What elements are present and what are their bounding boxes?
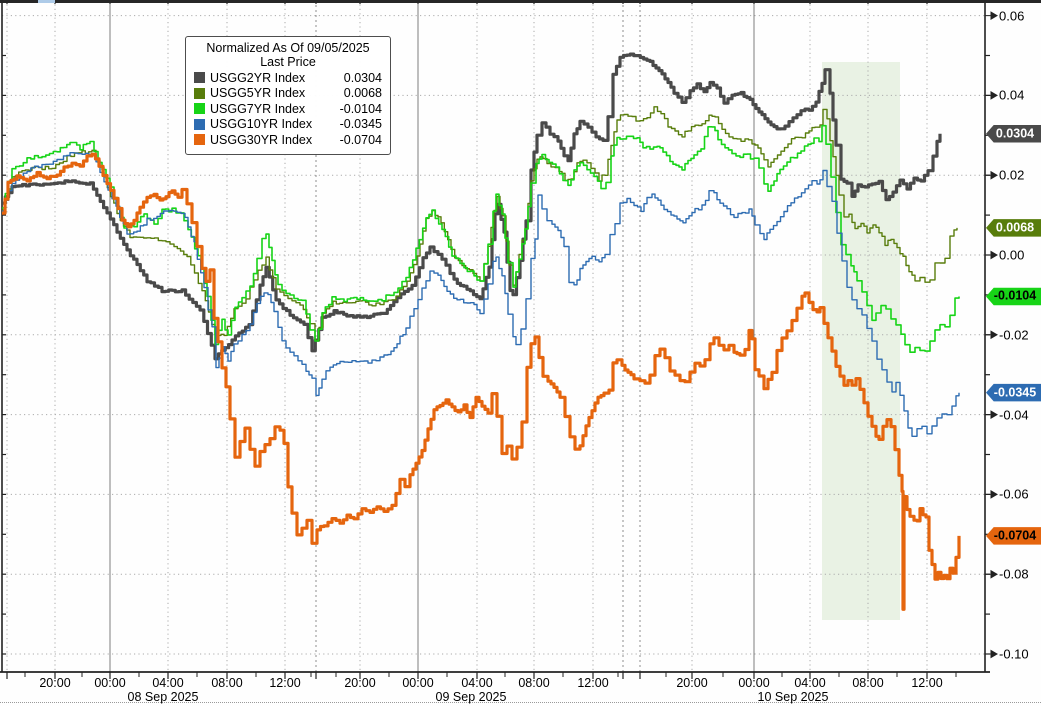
legend-series-name: USGG2YR Index (210, 70, 306, 85)
x-axis-hour-label: 04:00 (461, 676, 493, 690)
legend-swatch-icon (194, 134, 205, 146)
y-axis-tick-arrow (985, 11, 998, 20)
x-axis-hour-label: 08:00 (852, 676, 884, 690)
legend-swatch-icon (194, 118, 205, 130)
legend-item-usgg5yr[interactable]: USGG5YR Index 0.0068 (194, 86, 382, 102)
y-axis-tick-arrow (985, 250, 998, 260)
last-price-badge-usgg7yr: -0.0104 (986, 287, 1041, 306)
x-axis-hour-label: 20:00 (344, 676, 376, 690)
x-axis-hour-label: 04:00 (794, 676, 826, 690)
x-axis-hour-label: 00:00 (738, 676, 770, 690)
legend-series-value: 0.0068 (343, 86, 382, 101)
x-axis-hour-label: 00:00 (402, 676, 434, 690)
x-axis-hour-label: 08:00 (518, 676, 550, 690)
legend-subtitle: Last Price (260, 55, 316, 69)
legend-swatch-icon (194, 87, 205, 99)
legend-series-name: USGG7YR Index (210, 101, 306, 116)
y-axis-label: -0.10 (999, 646, 1029, 662)
x-axis-date-label: 10 Sep 2025 (757, 690, 829, 704)
legend-series-value: -0.0104 (339, 101, 382, 116)
y-axis-tick-arrow (985, 330, 998, 340)
series-line-usgg7yr (2, 124, 960, 353)
legend-item-usgg7yr[interactable]: USGG7YR Index -0.0104 (194, 101, 382, 117)
y-axis-tick-arrow (985, 91, 998, 100)
y-axis-label: 0.00 (999, 247, 1025, 263)
legend-item-usgg30yr[interactable]: USGG30YR Index -0.0704 (194, 132, 382, 148)
y-axis-label: -0.02 (999, 327, 1029, 343)
x-axis-hour-label: 20:00 (39, 676, 71, 690)
legend-series-name: USGG30YR Index (210, 132, 313, 147)
x-axis-hour-label: 04:00 (152, 676, 184, 690)
x-axis-hour-label: 12:00 (269, 676, 301, 690)
x-axis-hour-label: 08:00 (211, 676, 243, 690)
legend-series-value: -0.0345 (339, 117, 382, 132)
last-price-badge-usgg5yr: 0.0068 (986, 219, 1041, 237)
bottom-dotted-border (0, 702, 1041, 703)
y-axis-tick-arrow (985, 569, 998, 579)
legend-swatch-icon (194, 103, 205, 115)
y-axis-tick-arrow (985, 170, 998, 180)
y-axis-label: 0.02 (999, 167, 1025, 183)
y-axis-label: -0.04 (999, 407, 1029, 423)
y-axis-label: 0.04 (999, 87, 1025, 103)
y-axis-tick-arrow (985, 490, 998, 499)
x-axis-date-label: 08 Sep 2025 (127, 690, 199, 704)
legend-item-usgg2yr[interactable]: USGG2YR Index 0.0304 (194, 70, 382, 86)
last-price-badge-usgg10yr: -0.0345 (986, 383, 1041, 402)
series-line-usgg10yr (2, 152, 960, 437)
x-axis-hour-label: 00:00 (94, 676, 126, 690)
legend: Normalized As Of 09/05/2025 Last Price U… (185, 36, 391, 155)
last-price-badge-usgg30yr: -0.0704 (986, 527, 1041, 545)
series-line-usgg30yr (2, 152, 961, 611)
legend-series-value: -0.0704 (339, 132, 382, 147)
highlight-band (822, 62, 900, 620)
legend-series-name: USGG5YR Index (210, 86, 306, 101)
last-price-badge-usgg2yr: 0.0304 (986, 124, 1041, 143)
y-axis-tick-arrow (985, 649, 998, 659)
legend-swatch-icon (194, 72, 205, 84)
top-border-bar (0, 0, 1041, 3)
legend-item-usgg10yr[interactable]: USGG10YR Index -0.0345 (194, 117, 382, 133)
top-border-accent (38, 0, 55, 3)
x-axis-hour-label: 12:00 (577, 676, 609, 690)
y-axis-label: -0.08 (999, 566, 1029, 582)
x-axis-hour-label: 12:00 (911, 676, 943, 690)
legend-title: Normalized As Of 09/05/2025 (206, 41, 370, 55)
y-axis-label: 0.06 (999, 8, 1025, 24)
y-axis-tick-arrow (985, 410, 998, 419)
x-axis-hour-label: 20:00 (676, 676, 708, 690)
legend-series-name: USGG10YR Index (210, 117, 313, 132)
y-axis-label: -0.06 (999, 486, 1029, 502)
x-axis-date-label: 09 Sep 2025 (435, 690, 507, 704)
series-line-usgg2yr (2, 52, 942, 361)
legend-series-value: 0.0304 (343, 70, 382, 85)
